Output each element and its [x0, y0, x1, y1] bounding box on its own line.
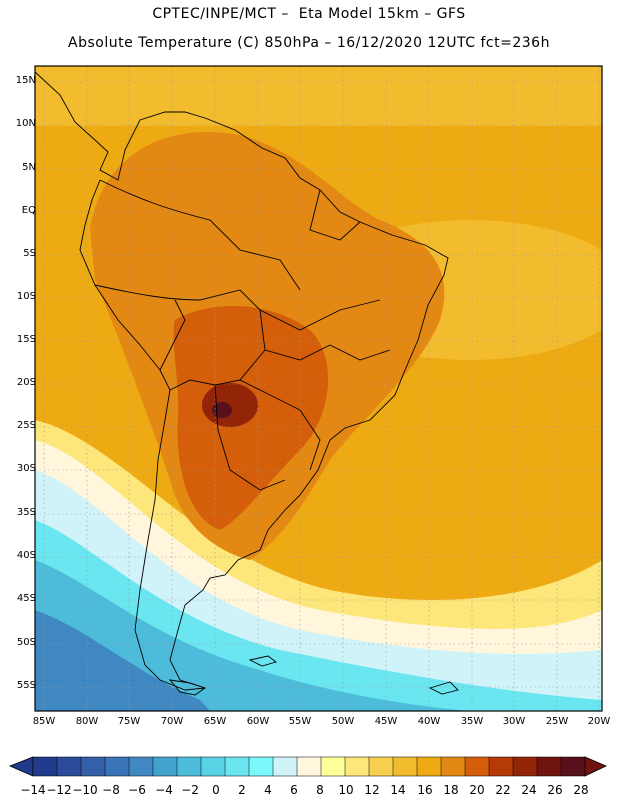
colorbar-cell	[128, 756, 154, 777]
lon-label: 20W	[587, 716, 611, 727]
colorbar-cell	[32, 756, 58, 777]
coastline	[35, 71, 459, 696]
colorbar-tick-label: 16	[417, 783, 433, 797]
colorbar-tick-label: 10	[338, 783, 354, 797]
colorbar-cell	[368, 756, 394, 777]
colorbar-cell	[488, 756, 514, 777]
colorbar-cell	[296, 756, 322, 777]
colorbar-tick-label: 18	[443, 783, 459, 797]
colorbar-cell	[80, 756, 106, 777]
colorbar-cell	[224, 756, 250, 777]
lat-label: 35S	[16, 507, 36, 518]
colorbar-cell	[248, 756, 274, 777]
field-north-band	[35, 66, 602, 126]
colorbar-cell	[416, 756, 442, 777]
colorbar-cell	[560, 756, 586, 777]
colorbar-tick-label: 26	[547, 783, 563, 797]
colorbar-tick-label: −6	[128, 783, 146, 797]
lon-label: 70W	[160, 716, 184, 727]
colorbar-tick-label: −8	[102, 783, 120, 797]
colorbar-tick-label: 28	[573, 783, 589, 797]
lon-label: 75W	[117, 716, 141, 727]
colorbar-cell	[200, 756, 226, 777]
colorbar-tick-label: −2	[181, 783, 199, 797]
lat-label: 50S	[16, 637, 36, 648]
lat-label: 30S	[16, 463, 36, 474]
colorbar-tick-label: 12	[364, 783, 380, 797]
graticule	[35, 66, 602, 711]
chart-title-line1: CPTEC/INPE/MCT – Eta Model 15km – GFS	[152, 6, 466, 22]
lon-label: 60W	[246, 716, 270, 727]
colorbar-cell	[536, 756, 562, 777]
colorbar-tick-label: 14	[390, 783, 406, 797]
colorbar-tick-label: 2	[238, 783, 246, 797]
lon-label: 65W	[203, 716, 227, 727]
colorbar-tick-label: 8	[316, 783, 324, 797]
colorbar-tick-label: −10	[72, 783, 98, 797]
lon-label: 80W	[75, 716, 99, 727]
colorbar-cell	[272, 756, 298, 777]
lon-label: 85W	[32, 716, 56, 727]
lat-label: EQ	[21, 205, 36, 216]
lat-label: 55S	[16, 680, 36, 691]
colorbar-tick-label: −4	[155, 783, 173, 797]
lat-label: 15N	[15, 75, 36, 86]
colorbar-tick-label: 20	[469, 783, 485, 797]
lon-label: 25W	[545, 716, 569, 727]
colorbar-tick-label: −12	[46, 783, 72, 797]
lat-label: 25S	[16, 420, 36, 431]
colorbar-cell	[392, 756, 418, 777]
colorbar-cell	[176, 756, 202, 777]
colorbar-cell	[320, 756, 346, 777]
lon-label: 50W	[331, 716, 355, 727]
field-hotspot	[202, 383, 258, 427]
lat-label: 5N	[22, 162, 36, 173]
colorbar-cell	[464, 756, 490, 777]
lon-label: 30W	[502, 716, 526, 727]
chart-title-line2: Absolute Temperature (C) 850hPa – 16/12/…	[68, 35, 550, 51]
colorbar-tick-label: −14	[20, 783, 46, 797]
colorbar-cell	[512, 756, 538, 777]
colorbar-tick-label: 4	[264, 783, 272, 797]
lat-label: 15S	[16, 334, 36, 345]
lon-label: 55W	[288, 716, 312, 727]
colorbar-low-arrow	[8, 756, 34, 777]
colorbar-cell	[440, 756, 466, 777]
colorbar	[8, 756, 607, 777]
lat-label: 40S	[16, 550, 36, 561]
lat-label: 45S	[16, 593, 36, 604]
lat-label: 10S	[16, 291, 36, 302]
colorbar-cell	[344, 756, 370, 777]
lat-label: 10N	[15, 118, 36, 129]
colorbar-cell	[152, 756, 178, 777]
colorbar-cell	[56, 756, 82, 777]
lon-label: 40W	[417, 716, 441, 727]
colorbar-cell	[104, 756, 130, 777]
lat-label: 5S	[23, 248, 36, 259]
colorbar-tick-label: 6	[290, 783, 298, 797]
colorbar-tick-label: 0	[212, 783, 220, 797]
colorbar-tick-label: 22	[495, 783, 511, 797]
map-frame	[34, 65, 603, 712]
lon-label: 45W	[374, 716, 398, 727]
lon-label: 35W	[460, 716, 484, 727]
field-south-darkblue	[35, 610, 210, 711]
colorbar-high-arrow	[584, 756, 607, 777]
temperature-field	[35, 66, 602, 711]
lat-label: 20S	[16, 377, 36, 388]
colorbar-tick-label: 24	[521, 783, 537, 797]
